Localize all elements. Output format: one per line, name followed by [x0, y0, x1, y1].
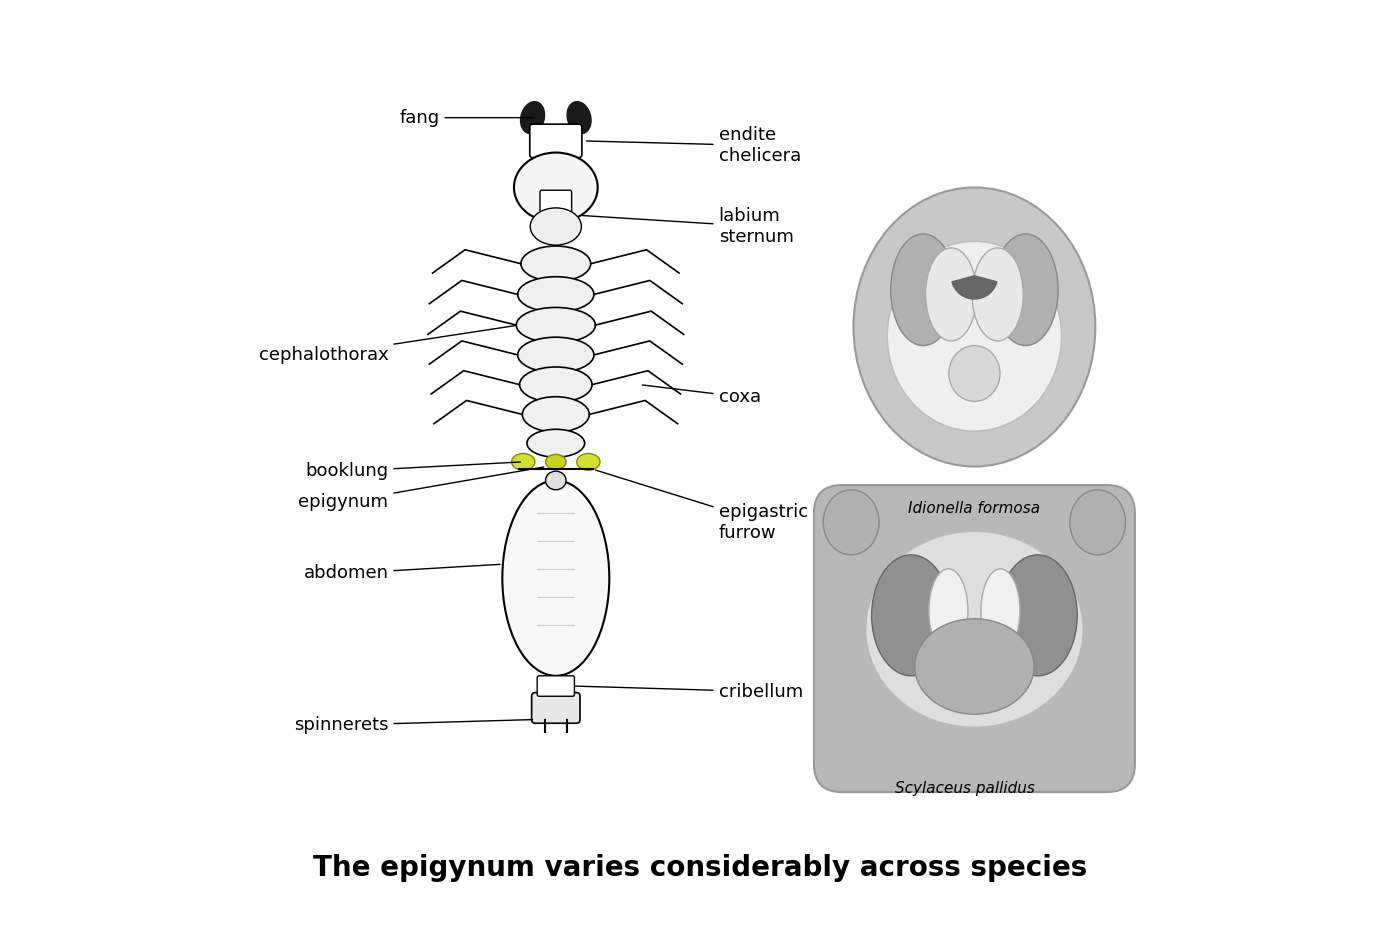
Ellipse shape	[521, 246, 591, 282]
Ellipse shape	[865, 531, 1084, 727]
Text: epigynum: epigynum	[298, 467, 543, 511]
Ellipse shape	[518, 277, 594, 312]
Ellipse shape	[890, 234, 956, 345]
Text: endite
chelicera: endite chelicera	[587, 126, 801, 165]
Ellipse shape	[998, 555, 1077, 675]
Wedge shape	[952, 276, 997, 299]
Ellipse shape	[981, 569, 1021, 652]
FancyBboxPatch shape	[813, 485, 1135, 792]
Text: cephalothorax: cephalothorax	[259, 326, 515, 364]
Text: booklung: booklung	[305, 462, 521, 480]
Ellipse shape	[993, 234, 1058, 345]
Ellipse shape	[546, 454, 566, 469]
Ellipse shape	[567, 102, 591, 133]
Ellipse shape	[823, 490, 879, 555]
Ellipse shape	[521, 102, 545, 133]
FancyBboxPatch shape	[532, 692, 580, 723]
FancyBboxPatch shape	[540, 190, 571, 213]
Text: coxa: coxa	[643, 385, 760, 406]
Text: Scylaceus pallidus: Scylaceus pallidus	[895, 781, 1035, 796]
Ellipse shape	[511, 453, 535, 470]
Ellipse shape	[925, 248, 977, 341]
FancyBboxPatch shape	[538, 675, 574, 696]
Text: fang: fang	[399, 108, 535, 127]
Ellipse shape	[928, 569, 967, 652]
Ellipse shape	[503, 480, 609, 675]
Ellipse shape	[972, 248, 1023, 341]
Ellipse shape	[514, 153, 598, 222]
Ellipse shape	[526, 429, 585, 457]
Ellipse shape	[888, 242, 1061, 431]
Ellipse shape	[872, 555, 951, 675]
Ellipse shape	[517, 308, 595, 342]
Ellipse shape	[546, 471, 566, 490]
Text: cribellum: cribellum	[575, 683, 802, 701]
Text: The epigynum varies considerably across species: The epigynum varies considerably across …	[312, 855, 1088, 883]
Text: spinnerets: spinnerets	[294, 717, 532, 734]
FancyBboxPatch shape	[529, 124, 582, 158]
Text: epigastric
furrow: epigastric furrow	[595, 470, 808, 542]
Ellipse shape	[518, 337, 594, 372]
Ellipse shape	[1070, 490, 1126, 555]
Ellipse shape	[914, 619, 1035, 715]
Text: Idionella formosa: Idionella formosa	[909, 501, 1040, 516]
Ellipse shape	[531, 208, 581, 245]
Ellipse shape	[949, 345, 1000, 401]
Ellipse shape	[854, 188, 1095, 466]
Ellipse shape	[519, 367, 592, 402]
Text: labium
sternum: labium sternum	[582, 207, 794, 246]
Ellipse shape	[522, 397, 589, 432]
Ellipse shape	[577, 453, 601, 470]
Text: abdomen: abdomen	[304, 564, 500, 582]
